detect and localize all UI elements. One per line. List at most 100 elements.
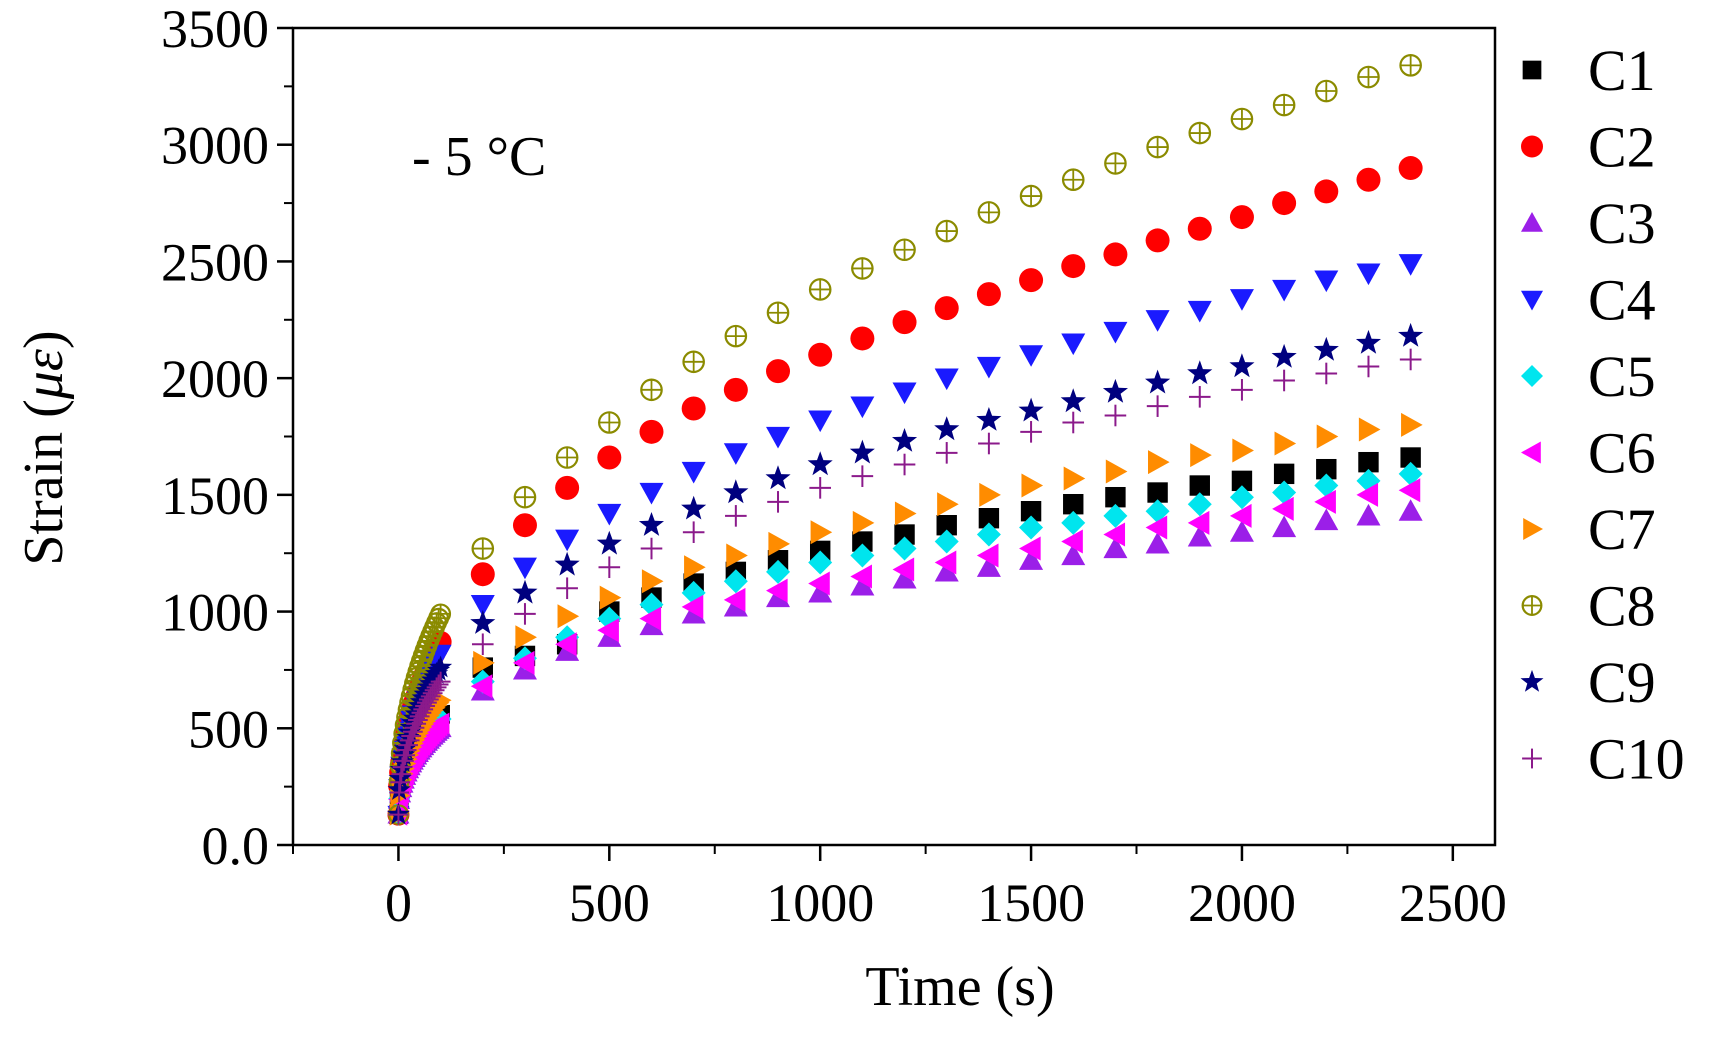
data-point: [1398, 461, 1423, 486]
data-point: [807, 451, 833, 476]
data-point: [1356, 503, 1381, 526]
data-point: [937, 492, 959, 517]
legend-item: C9: [1520, 650, 1656, 715]
data-point: [1061, 254, 1086, 279]
data-marks: [386, 54, 1424, 826]
data-point: [470, 594, 495, 617]
data-point: [681, 495, 707, 520]
legend-label: C3: [1588, 191, 1656, 256]
data-point: [1231, 470, 1253, 492]
data-point: [1314, 508, 1339, 531]
data-point: [1063, 493, 1084, 515]
data-point: [725, 505, 747, 527]
data-point: [1187, 510, 1210, 535]
data-point: [1400, 447, 1421, 468]
data-point: [399, 730, 420, 751]
data-point: [1273, 369, 1295, 392]
data-point: [1316, 424, 1339, 449]
y-tick-label: 3500: [161, 0, 269, 59]
data-point: [1230, 107, 1254, 131]
legend-item: C10: [1522, 727, 1685, 792]
legend-item: C3: [1521, 191, 1656, 256]
data-point: [513, 485, 537, 509]
data-point: [1398, 322, 1424, 347]
data-point: [1399, 54, 1422, 77]
data-point: [851, 257, 874, 280]
data-point: [430, 603, 452, 625]
data-point: [1229, 485, 1254, 510]
data-point: [390, 772, 411, 793]
data-point: [1274, 431, 1297, 456]
data-point: [808, 571, 830, 596]
data-point: [936, 515, 957, 536]
data-point: [1398, 254, 1423, 276]
data-point: [470, 610, 496, 634]
data-point: [1316, 458, 1337, 480]
data-point: [681, 594, 704, 619]
x-tick-label: 1500: [977, 873, 1085, 933]
data-point: [555, 632, 577, 657]
data-point: [404, 717, 425, 738]
data-point: [555, 446, 579, 469]
data-point: [597, 445, 622, 470]
data-point: [555, 529, 580, 552]
data-point: [684, 555, 706, 580]
data-point: [1061, 510, 1086, 535]
data-point: [388, 804, 409, 825]
data-point: [723, 479, 749, 504]
data-point: [1313, 336, 1339, 361]
x-tick-label: 0: [385, 873, 412, 933]
data-point: [808, 342, 833, 367]
data-point: [767, 491, 789, 513]
legend-label: C4: [1588, 268, 1656, 333]
data-point: [639, 419, 664, 444]
data-point: [1188, 386, 1211, 408]
data-point: [1103, 242, 1128, 267]
data-point: [979, 482, 1001, 507]
data-point: [723, 443, 748, 465]
x-tick-label: 2500: [1399, 873, 1507, 933]
data-point: [471, 537, 495, 560]
axes: 0.0 500 1000 1500 2000 2500 3000 3500 0 500 1000 15…: [161, 0, 1507, 933]
data-point: [850, 573, 875, 596]
data-point: [1020, 500, 1042, 522]
data-point: [556, 577, 578, 600]
legend-label: C1: [1588, 38, 1656, 103]
data-point: [1145, 369, 1171, 394]
x-tick-label: 500: [569, 873, 650, 933]
y-tick-label: 2000: [161, 349, 269, 409]
data-point: [402, 721, 423, 742]
data-point: [1104, 152, 1127, 175]
data-point: [598, 556, 621, 579]
data-point: [1103, 536, 1128, 559]
x-tick-label: 1000: [766, 873, 874, 933]
data-point: [557, 604, 580, 629]
data-point: [1314, 270, 1339, 293]
data-point: [934, 559, 959, 582]
data-point: [1273, 463, 1295, 485]
data-point: [429, 655, 453, 678]
data-point: [640, 537, 663, 560]
data-point: [976, 555, 1001, 577]
data-point: [765, 465, 791, 490]
data-point: [808, 550, 833, 575]
data-point: [1062, 411, 1085, 434]
data-point: [1272, 496, 1294, 521]
data-point: [1398, 478, 1421, 503]
data-point: [1398, 499, 1423, 521]
legend-marker: [1521, 441, 1541, 464]
data-point: [471, 633, 494, 656]
data-point: [1229, 353, 1255, 378]
data-point: [515, 625, 537, 650]
data-point: [892, 310, 917, 335]
data-point: [1021, 473, 1044, 498]
legend-marker: [1522, 60, 1542, 80]
data-point: [1232, 438, 1254, 463]
data-point: [766, 359, 791, 384]
x-axis-title: Time (s): [865, 956, 1054, 1018]
data-point: [1315, 362, 1338, 385]
legend-label: C10: [1588, 727, 1685, 792]
data-point: [893, 238, 916, 262]
data-point: [1187, 524, 1212, 547]
data-point: [894, 501, 917, 526]
